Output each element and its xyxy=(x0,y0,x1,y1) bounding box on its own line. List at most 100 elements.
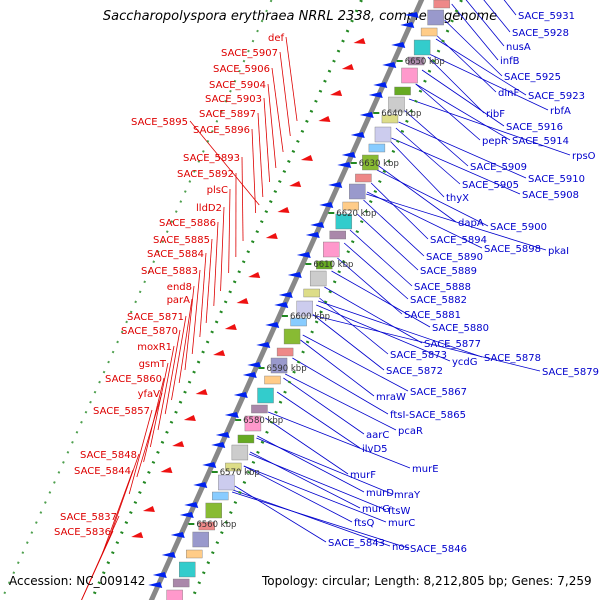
left-gene-label: lldD2 xyxy=(196,203,222,214)
right-gene-label: SACE_5867 xyxy=(410,387,467,398)
right-gene-label: SACE_5909 xyxy=(470,162,527,173)
connector-line xyxy=(292,357,389,415)
gene-block xyxy=(342,201,359,211)
connector-line xyxy=(349,229,413,287)
connector-line xyxy=(465,0,505,47)
gene-block xyxy=(401,67,418,84)
gene-arrow-forward xyxy=(233,392,248,398)
right-gene-label: murC xyxy=(388,518,415,529)
left-gene-label: SACE_5871 xyxy=(127,312,184,323)
connector-line xyxy=(356,213,419,271)
kbp-label: 6630 kbp xyxy=(359,159,399,169)
kbp-label: 6620 kbp xyxy=(336,209,376,219)
left-gene-label: SACE_5892 xyxy=(177,169,234,180)
right-gene-label: SACE_5889 xyxy=(420,266,477,277)
gene-block xyxy=(205,502,222,519)
gene-arrow-reverse xyxy=(330,90,343,96)
left-gene-label: end8 xyxy=(167,282,192,293)
connector-line xyxy=(300,339,375,397)
gene-block xyxy=(323,241,340,258)
right-gene-label: ycdG xyxy=(452,357,478,368)
gene-arrow-forward xyxy=(382,62,397,68)
connector-line xyxy=(408,98,571,156)
right-gene-label: SACE_5928 xyxy=(512,28,569,39)
kbp-label: 6570 kbp xyxy=(220,468,260,478)
left-gene-label: SACE_5844 xyxy=(74,466,131,477)
gene-arrow-forward xyxy=(193,482,208,488)
gene-arrow-forward xyxy=(404,12,419,18)
right-gene-label: SACE_5923 xyxy=(528,91,585,102)
right-gene-label: nos xyxy=(392,542,410,553)
genome-title: Saccharopolyspora erythraea NRRL 2338, c… xyxy=(102,9,498,24)
gene-block xyxy=(427,9,444,26)
right-gene-label: dinF xyxy=(498,88,519,99)
gene-arrow-reverse xyxy=(300,155,313,161)
gene-block xyxy=(296,300,313,317)
gene-block xyxy=(388,96,405,113)
gene-arrow-reverse xyxy=(224,324,237,330)
gene-block xyxy=(172,578,190,588)
connector-line xyxy=(271,67,284,153)
gene-arrow-reverse xyxy=(142,506,155,512)
gene-block xyxy=(166,589,183,600)
gene-block xyxy=(257,387,274,404)
right-gene-label: murE xyxy=(412,464,439,475)
gene-arrow-forward xyxy=(305,232,320,238)
gene-arrow-forward xyxy=(161,552,176,558)
connector-line xyxy=(319,297,389,355)
right-gene-label: SACE_5931 xyxy=(518,11,575,22)
right-gene-label: mraW xyxy=(376,392,406,403)
gene-block xyxy=(237,434,255,444)
gene-block xyxy=(198,521,216,531)
gene-block xyxy=(420,27,438,37)
connector-line xyxy=(189,120,260,206)
genome-summary-text: Topology: circular; Length: 8,212,805 bp… xyxy=(262,574,592,588)
gene-block xyxy=(303,288,320,298)
left-gene-label: SACE_5886 xyxy=(159,218,216,229)
gene-block xyxy=(335,213,353,230)
connector-line xyxy=(267,83,277,169)
right-gene-label: infB xyxy=(500,56,520,67)
gene-arrow-forward xyxy=(211,442,226,448)
connector-line xyxy=(483,0,511,33)
gene-arrow-reverse xyxy=(183,415,196,421)
connector-line xyxy=(205,238,213,324)
connector-line xyxy=(81,530,114,600)
connector-line xyxy=(317,300,483,358)
left-gene-label: SACE_5906 xyxy=(213,64,270,75)
connector-line xyxy=(389,140,445,198)
connector-line xyxy=(285,36,298,122)
gene-block xyxy=(355,173,372,183)
gene-block xyxy=(413,39,431,56)
gene-arrow-forward xyxy=(337,162,352,168)
connector-line xyxy=(234,485,327,543)
connector-line xyxy=(164,329,181,415)
gene-arrow-reverse xyxy=(236,298,249,304)
right-gene-label: pepR xyxy=(482,136,508,147)
gene-block xyxy=(349,183,366,200)
left-gene-label: gsmT xyxy=(139,359,167,370)
kbp-label: 6650 kbp xyxy=(405,57,445,67)
right-gene-label: pcaR xyxy=(398,426,423,437)
gene-arrow-reverse xyxy=(353,38,366,44)
connector-line xyxy=(503,0,517,16)
gene-block xyxy=(276,347,294,357)
kbp-label: 6640 kbp xyxy=(381,109,421,119)
left-gene-label: SACE_5860 xyxy=(105,374,162,385)
gene-block xyxy=(329,230,346,240)
right-gene-label: ribF xyxy=(486,109,505,120)
connector-line xyxy=(343,242,409,300)
right-gene-label: murG xyxy=(362,504,390,515)
gene-arrow-forward xyxy=(319,202,334,208)
gene-arrow-forward xyxy=(368,92,383,98)
gene-arrow-forward xyxy=(256,342,271,348)
gene-arrow-reverse xyxy=(131,532,144,538)
connector-line xyxy=(243,465,387,523)
left-gene-label: yfaV xyxy=(138,389,161,400)
gene-arrow-forward xyxy=(215,432,230,438)
gene-arrow-forward xyxy=(359,112,374,118)
connector-line xyxy=(302,334,409,392)
right-gene-label: nusA xyxy=(506,42,531,53)
right-gene-label: SACE_5873 xyxy=(390,350,447,361)
